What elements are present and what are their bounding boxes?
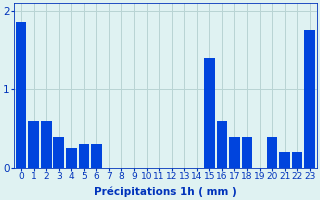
Bar bbox=[292, 152, 302, 168]
Bar bbox=[91, 144, 102, 168]
Bar bbox=[204, 58, 215, 168]
Bar bbox=[16, 22, 27, 168]
Bar bbox=[41, 121, 52, 168]
Bar bbox=[242, 137, 252, 168]
X-axis label: Précipitations 1h ( mm ): Précipitations 1h ( mm ) bbox=[94, 187, 237, 197]
Bar bbox=[78, 144, 89, 168]
Bar bbox=[66, 148, 76, 168]
Bar bbox=[53, 137, 64, 168]
Bar bbox=[267, 137, 277, 168]
Bar bbox=[217, 121, 227, 168]
Bar bbox=[304, 30, 315, 168]
Bar bbox=[279, 152, 290, 168]
Bar bbox=[28, 121, 39, 168]
Bar bbox=[229, 137, 240, 168]
